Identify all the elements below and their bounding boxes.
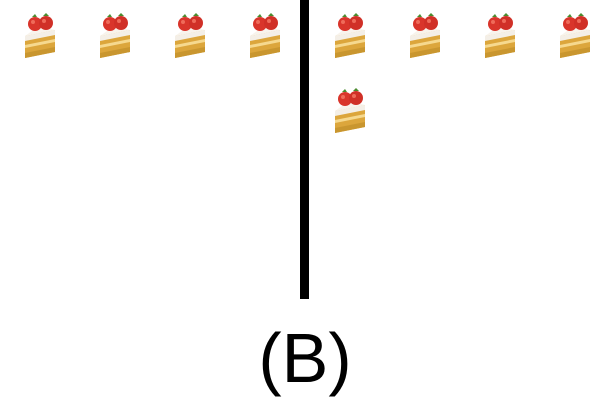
strawberry-shortcake-icon [407,12,445,64]
strawberry-shortcake-icon [22,12,60,64]
strawberry-shortcake-icon [97,12,135,64]
strawberry-shortcake-icon [247,12,285,64]
strawberry-shortcake-icon [332,12,370,64]
vertical-divider [300,0,309,299]
strawberry-shortcake-icon [172,12,210,64]
option-label: (B) [258,319,352,397]
strawberry-shortcake-icon [332,87,370,139]
strawberry-shortcake-icon [557,12,595,64]
right-cake-group [332,12,602,292]
left-cake-group [22,12,292,292]
strawberry-shortcake-icon [482,12,520,64]
